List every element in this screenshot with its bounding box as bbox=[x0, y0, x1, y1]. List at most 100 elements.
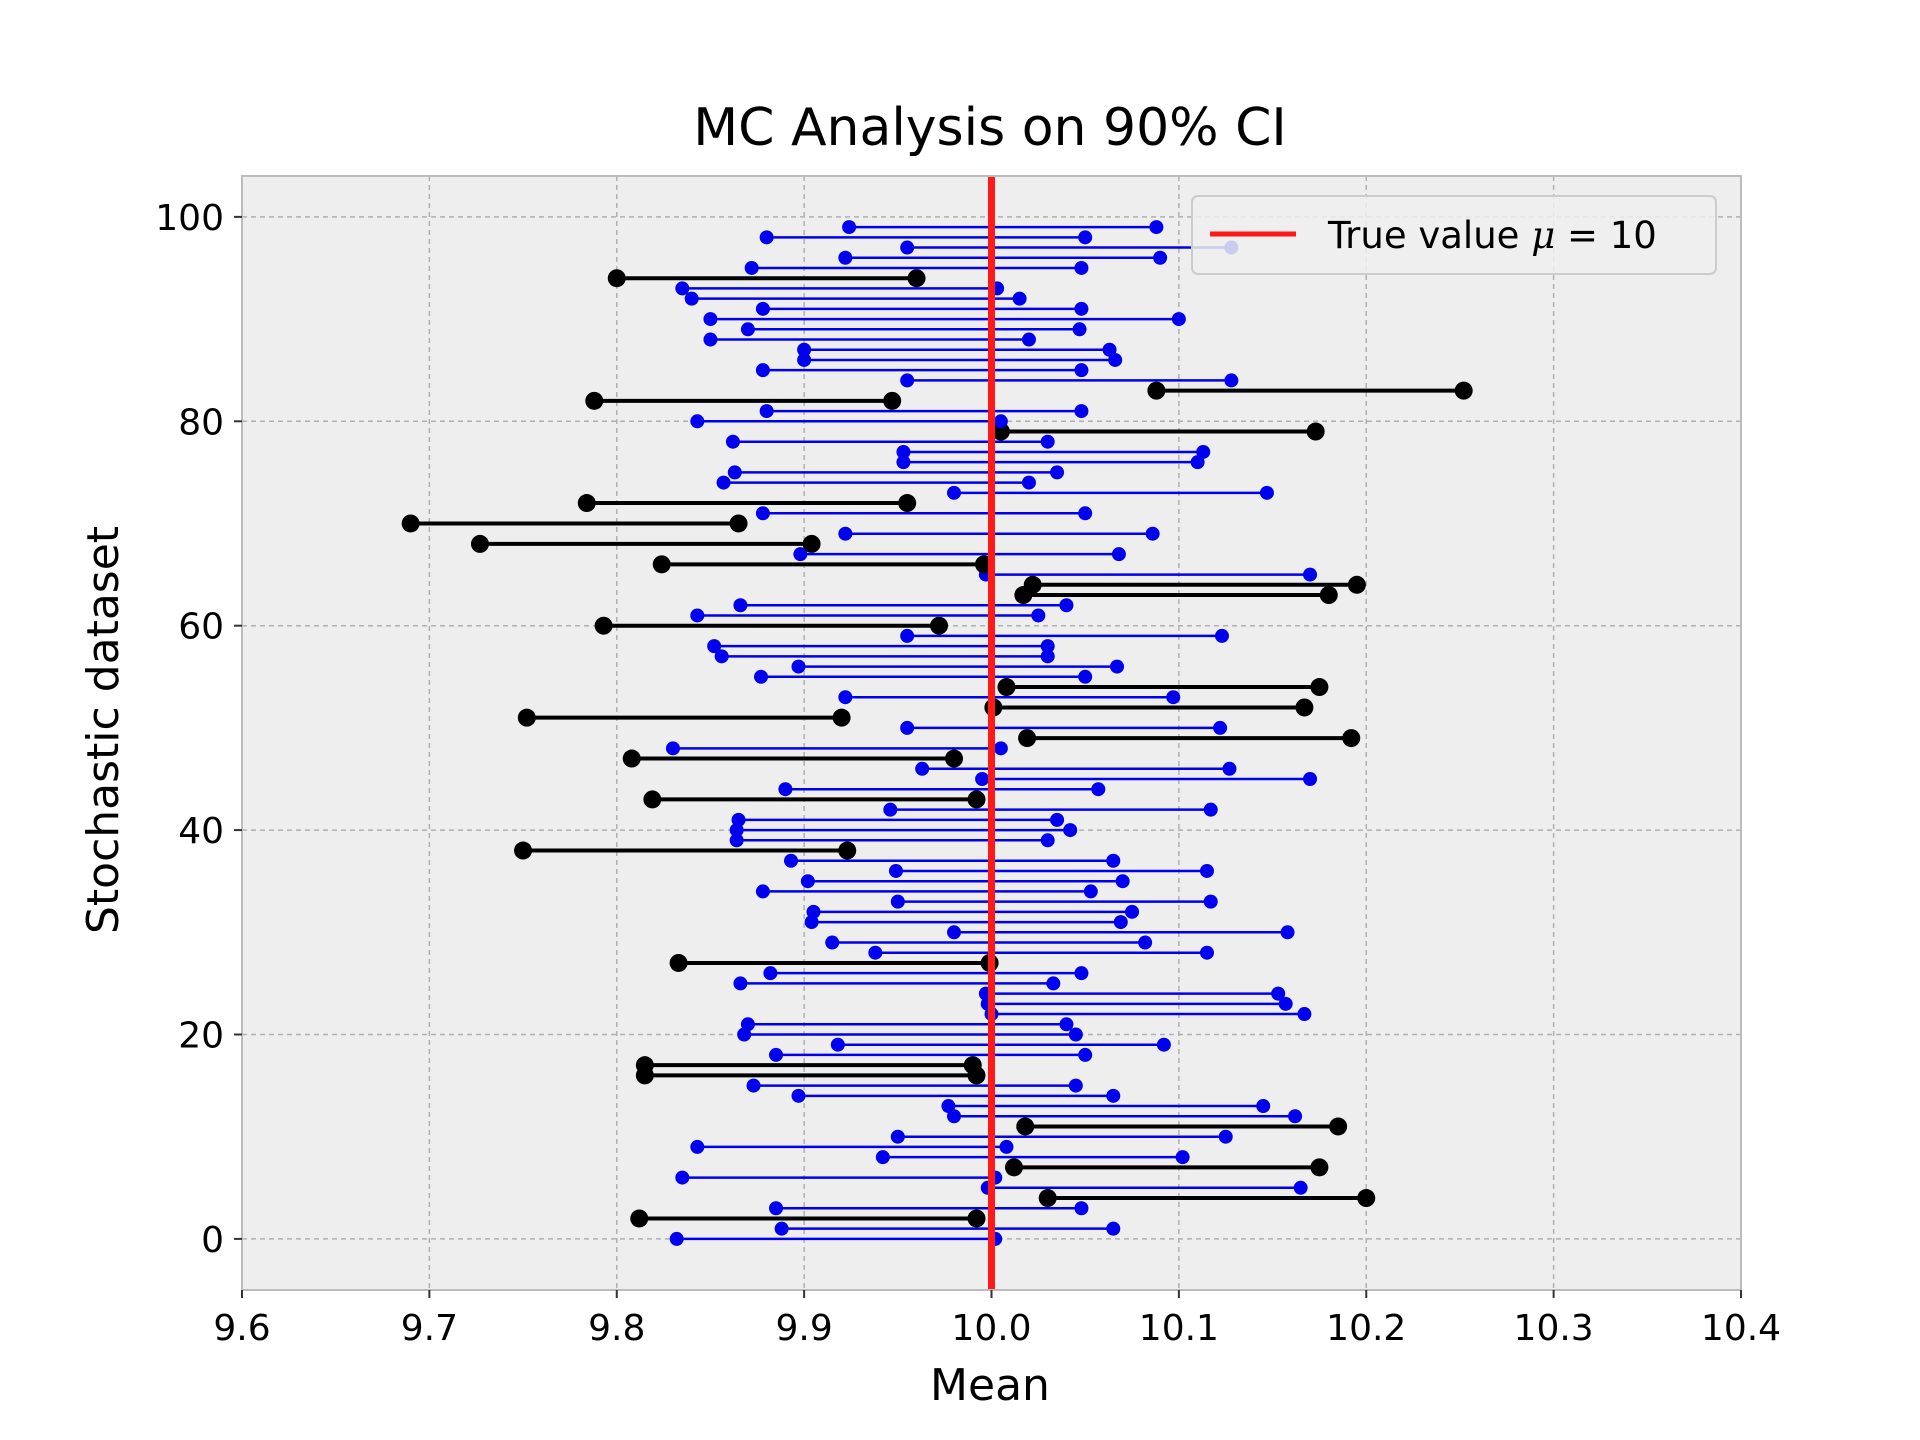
interval-hit bbox=[725, 434, 1055, 449]
interval-upper-point bbox=[1138, 935, 1153, 950]
interval-upper-point bbox=[1280, 925, 1295, 940]
interval-upper-point bbox=[1040, 649, 1055, 664]
x-tick-label: 9.6 bbox=[213, 1308, 270, 1349]
interval-upper-point bbox=[1050, 465, 1065, 480]
interval-upper-point bbox=[1153, 250, 1168, 265]
interval-lower-point bbox=[703, 332, 718, 347]
interval-lower-point bbox=[669, 1231, 684, 1246]
interval-hit bbox=[703, 332, 1036, 347]
interval-upper-point bbox=[1078, 1047, 1093, 1062]
y-axis-label: Stochastic dataset bbox=[78, 526, 129, 934]
interval-lower-point bbox=[797, 342, 812, 357]
interval-hit bbox=[797, 352, 1123, 367]
interval-lower-point bbox=[890, 1129, 905, 1144]
interval-lower-point bbox=[1147, 381, 1166, 400]
interval-miss bbox=[514, 841, 857, 860]
interval-hit bbox=[690, 608, 1046, 623]
interval-upper-point bbox=[1156, 1037, 1171, 1052]
interval-upper-point bbox=[1074, 966, 1089, 981]
interval-lower-point bbox=[744, 260, 759, 275]
interval-upper-point bbox=[1108, 352, 1123, 367]
interval-miss bbox=[1018, 729, 1361, 748]
interval-upper-point bbox=[1347, 575, 1366, 594]
interval-upper-point bbox=[1218, 1129, 1233, 1144]
x-tick-label: 9.7 bbox=[401, 1308, 458, 1349]
interval-hit bbox=[763, 966, 1089, 981]
interval-upper-point bbox=[1074, 1201, 1089, 1216]
interval-lower-point bbox=[769, 1201, 784, 1216]
interval-upper-point bbox=[1319, 586, 1338, 605]
interval-upper-point bbox=[1078, 669, 1093, 684]
interval-lower-point bbox=[763, 966, 778, 981]
interval-miss bbox=[1038, 1189, 1376, 1208]
interval-lower-point bbox=[1018, 729, 1037, 748]
interval-lower-point bbox=[690, 1139, 705, 1154]
interval-hit bbox=[769, 1047, 1093, 1062]
y-tick-label: 0 bbox=[201, 1220, 224, 1261]
interval-lower-point bbox=[514, 841, 533, 860]
interval-miss bbox=[1023, 575, 1366, 594]
interval-miss bbox=[1016, 1117, 1348, 1136]
interval-hit bbox=[875, 1150, 1190, 1165]
chart-title: MC Analysis on 90% CI bbox=[693, 98, 1287, 158]
interval-miss bbox=[635, 1056, 982, 1075]
interval-upper-point bbox=[1256, 1099, 1271, 1114]
interval-lower-point bbox=[690, 414, 705, 429]
interval-lower-point bbox=[1038, 1189, 1057, 1208]
interval-lower-point bbox=[838, 250, 853, 265]
interval-upper-point bbox=[1288, 1109, 1303, 1124]
interval-upper-point bbox=[1106, 1221, 1121, 1236]
interval-upper-point bbox=[1357, 1189, 1376, 1208]
interval-lower-point bbox=[1016, 1117, 1035, 1136]
interval-lower-point bbox=[594, 616, 613, 635]
interval-upper-point bbox=[1278, 996, 1293, 1011]
interval-upper-point bbox=[1040, 434, 1055, 449]
interval-hit bbox=[716, 475, 1036, 490]
interval-lower-point bbox=[725, 434, 740, 449]
interval-lower-point bbox=[759, 230, 774, 245]
interval-lower-point bbox=[947, 925, 962, 940]
interval-lower-point bbox=[900, 720, 915, 735]
interval-upper-point bbox=[1271, 986, 1286, 1001]
interval-lower-point bbox=[675, 281, 690, 296]
interval-miss bbox=[607, 269, 926, 288]
interval-upper-point bbox=[907, 269, 926, 288]
interval-miss bbox=[470, 534, 821, 553]
interval-upper-point bbox=[1078, 230, 1093, 245]
interval-lower-point bbox=[997, 678, 1016, 697]
interval-hit bbox=[746, 1078, 1083, 1093]
legend: True value μ = 10 bbox=[1191, 195, 1717, 275]
interval-lower-point bbox=[755, 506, 770, 521]
intervals bbox=[401, 220, 1473, 1246]
interval-hit bbox=[947, 925, 1295, 940]
interval-upper-point bbox=[1111, 547, 1126, 562]
interval-upper-point bbox=[1213, 720, 1228, 735]
interval-upper-point bbox=[1259, 485, 1274, 500]
interval-hit bbox=[890, 1129, 1233, 1144]
interval-miss bbox=[622, 749, 964, 768]
interval-lower-point bbox=[703, 312, 718, 327]
interval-upper-point bbox=[802, 534, 821, 553]
interval-upper-point bbox=[1021, 475, 1036, 490]
interval-upper-point bbox=[1012, 291, 1027, 306]
interval-miss bbox=[1004, 1158, 1329, 1177]
interval-lower-point bbox=[838, 690, 853, 705]
interval-upper-point bbox=[1040, 833, 1055, 848]
y-tick-label: 60 bbox=[178, 607, 224, 648]
interval-hit bbox=[868, 945, 1214, 960]
interval-lower-point bbox=[643, 790, 662, 809]
interval-miss bbox=[630, 1209, 986, 1228]
interval-lower-point bbox=[1004, 1158, 1023, 1177]
interval-lower-point bbox=[797, 352, 812, 367]
interval-upper-point bbox=[1063, 823, 1078, 838]
interval-upper-point bbox=[1074, 260, 1089, 275]
interval-lower-point bbox=[607, 269, 626, 288]
interval-upper-point bbox=[1050, 812, 1065, 827]
x-tick-label: 9.9 bbox=[775, 1308, 832, 1349]
interval-lower-point bbox=[890, 894, 905, 909]
interval-upper-point bbox=[945, 749, 964, 768]
interval-upper-point bbox=[1190, 455, 1205, 470]
interval-upper-point bbox=[1310, 1158, 1329, 1177]
interval-hit bbox=[900, 628, 1229, 643]
